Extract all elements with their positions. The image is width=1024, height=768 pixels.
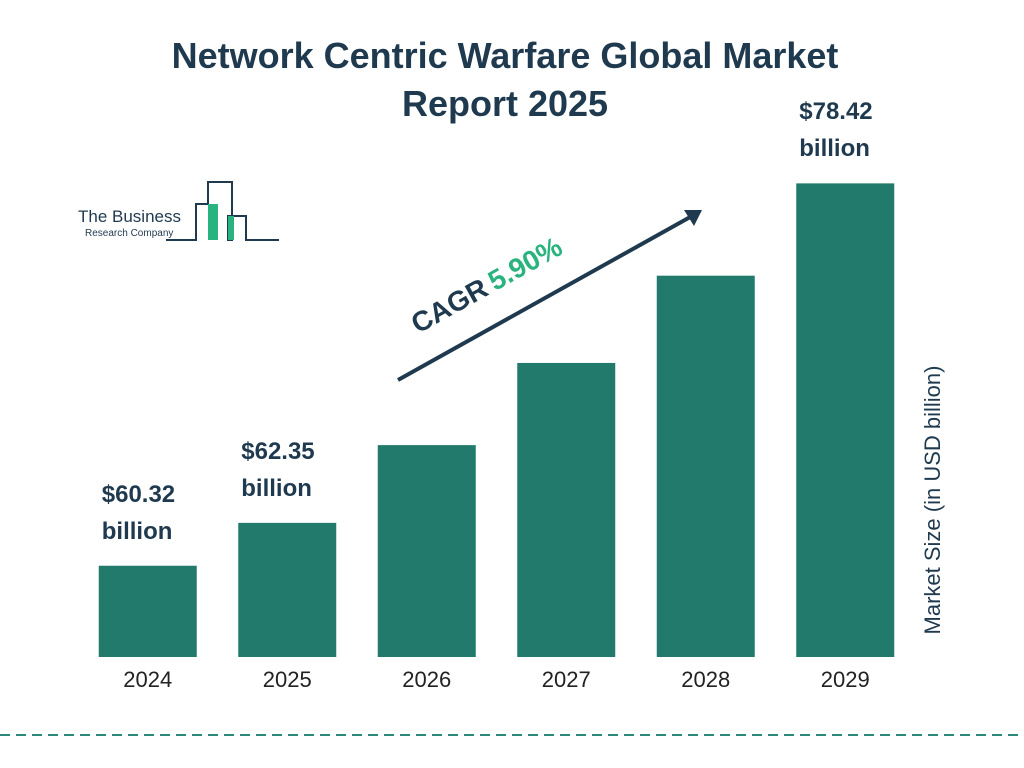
chart-title: Network Centric Warfare Global Market Re… [171, 35, 839, 124]
x-tick-label: 2026 [402, 667, 451, 692]
cagr-label: CAGR [406, 272, 493, 339]
value-label: $78.42 billion [799, 98, 873, 163]
logo-text: The Business [78, 207, 181, 226]
value-label: $60.32 billion [101, 480, 176, 545]
x-tick-label: 2025 [263, 667, 312, 692]
logo: The Business Research Company [78, 181, 279, 241]
x-tick-label: 2024 [123, 667, 172, 692]
cagr-value: 5.90% [483, 231, 568, 297]
bar [377, 445, 476, 657]
bar [517, 362, 616, 657]
y-axis-label: Market Size (in USD billion) [920, 366, 945, 635]
bar [656, 275, 755, 657]
x-tick-label: 2029 [821, 667, 870, 692]
cagr-arrow [397, 210, 702, 382]
logo-text: Research Company [85, 228, 173, 239]
value-label: $62.35 billion [241, 437, 315, 502]
x-tick-label: 2027 [542, 667, 591, 692]
cagr: CAGR 5.90% [406, 231, 568, 339]
bar [98, 565, 197, 657]
bar [238, 522, 337, 657]
bar [796, 183, 895, 657]
x-tick-label: 2028 [681, 667, 730, 692]
